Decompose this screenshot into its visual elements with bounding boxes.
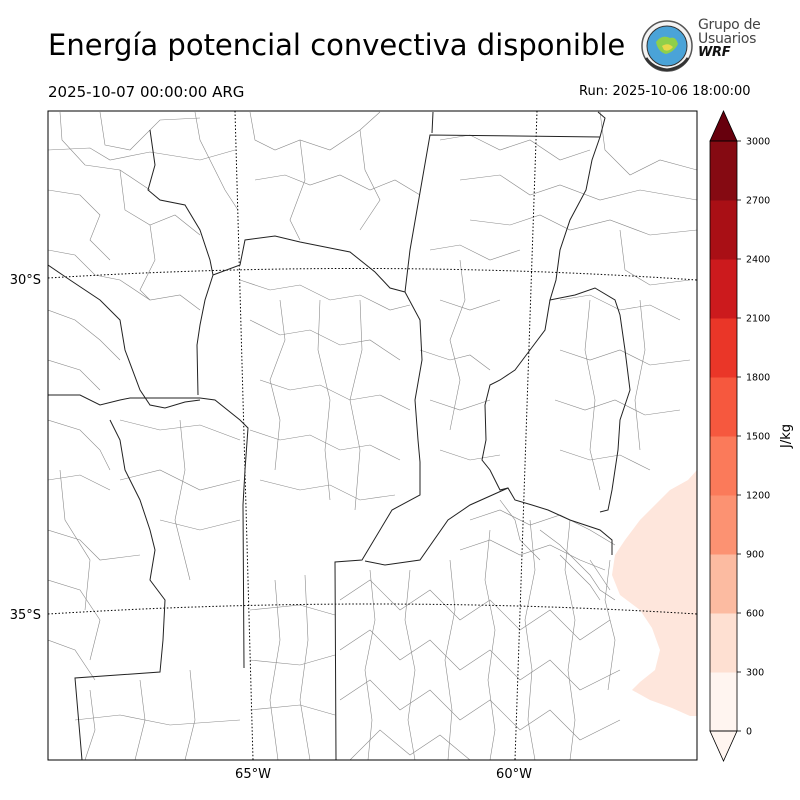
colorbar-segment [710, 141, 737, 201]
lon-label-65: 65°W [235, 767, 271, 782]
colorbar-unit-label: J/kg [779, 424, 794, 449]
colorbar-tick-label: 1500 [746, 432, 770, 443]
graticule [48, 111, 697, 760]
valid-time: 2025-10-07 00:00:00 ARG [48, 83, 245, 101]
colorbar-tick-label: 3000 [746, 137, 770, 148]
logo-text: Grupo de Usuarios WRF [698, 17, 761, 60]
page-title: Energía potencial convectiva disponible [48, 28, 626, 62]
lat-label-30: 30°S [10, 273, 41, 288]
colorbar-tick-label: 300 [746, 668, 764, 679]
province-borders [48, 111, 631, 760]
colorbar-tick-label: 600 [746, 609, 764, 620]
colorbar-tick-label: 2700 [746, 196, 770, 207]
colorbar-segment [710, 554, 737, 614]
colorbar: 0 300 600 900 1200 1500 1800 2100 2400 2700 3000 [709, 110, 770, 762]
cape-shade-region [612, 470, 697, 716]
colorbar-segment [710, 259, 737, 319]
colorbar-extend-max [709, 110, 738, 142]
colorbar-tick-label: 2100 [746, 314, 770, 325]
colorbar-segment [710, 200, 737, 260]
colorbar-extend-min [709, 730, 738, 762]
colorbar-segment [710, 672, 737, 732]
map-background [48, 111, 697, 760]
colorbar-tick-label: 1200 [746, 491, 770, 502]
colorbar-tick-label: 0 [746, 727, 752, 738]
colorbar-tick-label: 900 [746, 550, 764, 561]
map-area [48, 111, 697, 760]
map-frame [47, 110, 698, 761]
globe-seal-icon [641, 20, 693, 72]
graticule-lat-30 [48, 267, 697, 281]
department-borders [48, 111, 697, 760]
run-time: Run: 2025-10-06 18:00:00 [579, 84, 751, 99]
colorbar-tick-label: 2400 [746, 255, 770, 266]
logo-line-3: WRF [698, 45, 731, 60]
logo-line-2: Usuarios [698, 31, 757, 47]
colorbar-segment [710, 318, 737, 378]
graticule-lat-35 [48, 603, 697, 615]
lat-label-35: 35°S [10, 608, 41, 623]
colorbar-segment [710, 377, 737, 437]
wrf-logo: Grupo de Usuarios WRF [638, 16, 763, 72]
lon-label-60: 60°W [496, 767, 532, 782]
colorbar-segment [710, 436, 737, 496]
colorbar-tick-label: 1800 [746, 373, 770, 384]
logo-line-1: Grupo de [698, 17, 761, 33]
colorbar-segment [710, 613, 737, 673]
colorbar-segment [710, 495, 737, 555]
